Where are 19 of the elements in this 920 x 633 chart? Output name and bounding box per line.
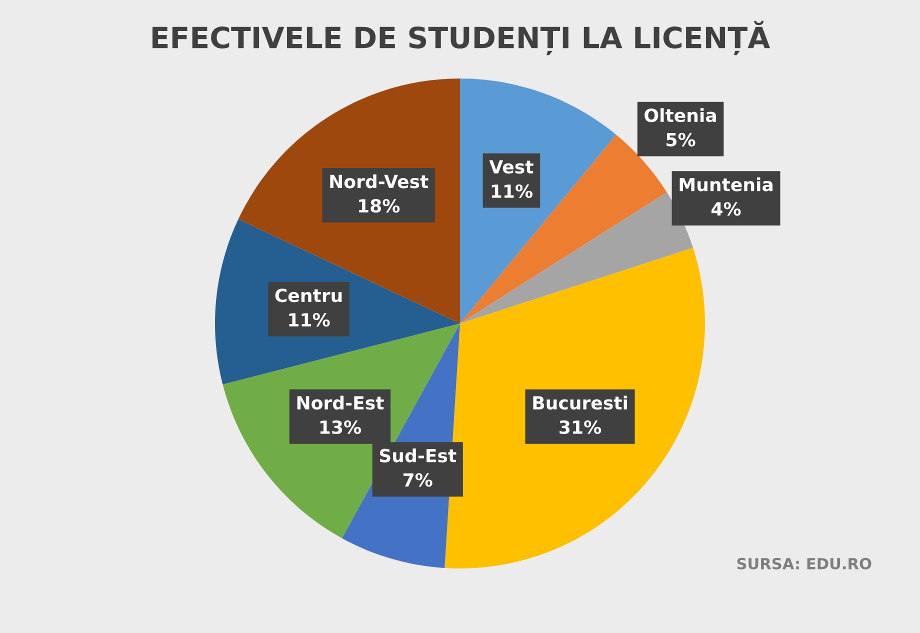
data-label: 31%: [560, 420, 602, 434]
chart-title: EFECTIVELE DE STUDENȚI LA LICENȚĂ: [152, 20, 770, 56]
data-label: 11%: [492, 184, 532, 198]
slice-label: Nord-Est: [297, 396, 384, 410]
slice-label: Vest: [489, 160, 534, 174]
slice-label: Bucuresti: [533, 396, 627, 410]
data-label: 18%: [359, 198, 400, 213]
data-label: 5%: [666, 132, 696, 146]
slice-label: Muntenia: [680, 177, 772, 192]
pie-slice: [460, 134, 667, 324]
slice-label: Sud-Est: [380, 448, 456, 462]
data-label: 11%: [289, 312, 330, 327]
data-label: 13%: [320, 420, 362, 434]
data-label: 7%: [404, 473, 432, 487]
slice-label: Oltenia: [644, 108, 716, 122]
text: SURSA: EDU.RO: [737, 558, 872, 570]
data-label: 4%: [712, 202, 741, 216]
slice-label: Centru: [275, 288, 342, 302]
slice-label: Nord-Vest: [330, 174, 428, 188]
